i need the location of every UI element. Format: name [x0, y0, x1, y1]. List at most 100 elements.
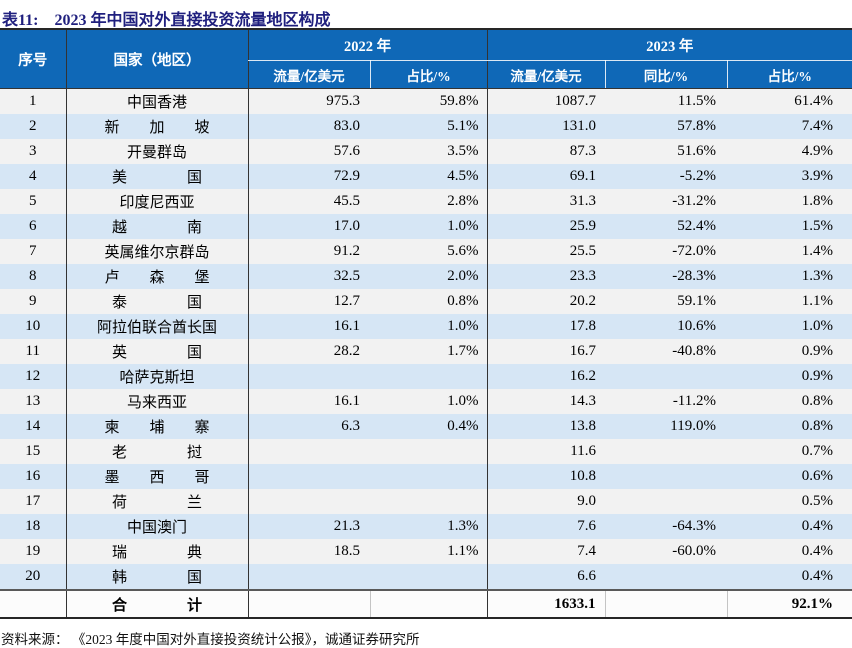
- cell-flow-2023: 16.7: [486, 339, 605, 364]
- cell-index: 8: [29, 268, 37, 284]
- table-row: 19 瑞 典 18.5 1.1% 7.4 -60.0% 0.4%: [0, 539, 852, 564]
- table-row: 20 韩 国 6.6 0.4%: [0, 564, 852, 590]
- cell-flow-2022: [247, 489, 370, 514]
- cell-country: 开曼群岛: [65, 139, 248, 164]
- cell-flow-2023: 69.1: [486, 164, 605, 189]
- cell-yoy-2023: -64.3%: [672, 518, 716, 534]
- total-index-cell: [0, 589, 66, 618]
- cell-index: 9: [29, 293, 37, 309]
- cell-country: 泰 国: [65, 289, 248, 314]
- cell-index: 3: [29, 143, 37, 159]
- cell-index: 4: [29, 168, 37, 184]
- cell-country: 马来西亚: [65, 389, 248, 414]
- cell-share-2022: 1.7%: [447, 343, 479, 359]
- cell-flow-2023: 23.3: [486, 264, 605, 289]
- cell-share-2023: 0.4%: [801, 543, 833, 559]
- cell-share-2022: 1.0%: [447, 218, 479, 234]
- total-flow-2022: [247, 589, 370, 618]
- cell-yoy-2023: -31.2%: [672, 193, 716, 209]
- cell-flow-2023: 16.2: [486, 364, 605, 389]
- cell-share-2022: 0.4%: [447, 418, 479, 434]
- cell-flow-2022: [247, 464, 370, 489]
- cell-country: 哈萨克斯坦: [65, 364, 248, 389]
- cell-share-2023: 0.8%: [801, 418, 833, 434]
- cell-flow-2023: 17.8: [486, 314, 605, 339]
- investment-table: 序号 国家（地区） 2022 年 2023 年 流量/亿美元 占比/% 流量/亿…: [0, 28, 852, 619]
- cell-flow-2022: 21.3: [247, 514, 370, 539]
- cell-flow-2023: 131.0: [486, 114, 605, 139]
- cell-share-2023: 1.0%: [801, 318, 833, 334]
- cell-yoy-2023: 52.4%: [677, 218, 716, 234]
- cell-share-2023: 0.7%: [801, 443, 833, 459]
- cell-index: 1: [29, 93, 37, 109]
- total-label: 合 计: [65, 589, 248, 618]
- cell-flow-2023: 9.0: [486, 489, 605, 514]
- cell-flow-2022: 6.3: [247, 414, 370, 439]
- cell-flow-2022: 83.0: [247, 114, 370, 139]
- cell-flow-2022: 45.5: [247, 189, 370, 214]
- cell-index: 18: [25, 518, 41, 534]
- cell-country: 韩 国: [65, 564, 248, 590]
- table-row: 17 荷 兰 9.0 0.5%: [0, 489, 852, 514]
- cell-yoy-2023: -40.8%: [672, 343, 716, 359]
- cell-share-2022: 1.0%: [447, 318, 479, 334]
- cell-share-2023: 0.9%: [801, 343, 833, 359]
- cell-flow-2023: 14.3: [486, 389, 605, 414]
- cell-flow-2022: 18.5: [247, 539, 370, 564]
- cell-share-2022: 0.8%: [447, 293, 479, 309]
- cell-share-2023: 7.4%: [801, 118, 833, 134]
- cell-flow-2023: 20.2: [486, 289, 605, 314]
- table-row: 2 新 加 坡 83.0 5.1% 131.0 57.8% 7.4%: [0, 114, 852, 139]
- cell-yoy-2023: [605, 489, 727, 514]
- table-row: 3 开曼群岛 57.6 3.5% 87.3 51.6% 4.9%: [0, 139, 852, 164]
- cell-share-2023: 0.6%: [801, 468, 833, 484]
- total-share-2023: 92.1%: [726, 589, 852, 618]
- cell-yoy-2023: [605, 364, 727, 389]
- header-group-2022: 2022 年: [247, 29, 487, 61]
- table-header: 序号 国家（地区） 2022 年 2023 年 流量/亿美元 占比/% 流量/亿…: [0, 29, 852, 89]
- total-yoy-2023: [604, 589, 727, 618]
- cell-flow-2023: 87.3: [486, 139, 605, 164]
- cell-flow-2023: 7.6: [486, 514, 605, 539]
- table-row: 10 阿拉伯联合酋长国 16.1 1.0% 17.8 10.6% 1.0%: [0, 314, 852, 339]
- table-row: 11 英 国 28.2 1.7% 16.7 -40.8% 0.9%: [0, 339, 852, 364]
- cell-yoy-2023: 10.6%: [677, 318, 716, 334]
- header-flow-2022: 流量/亿美元: [247, 60, 370, 89]
- cell-yoy-2023: -72.0%: [672, 243, 716, 259]
- header-group-2023: 2023 年: [486, 29, 852, 61]
- cell-share-2023: 1.4%: [801, 243, 833, 259]
- total-flow-2023: 1633.1: [486, 589, 605, 618]
- cell-index: 17: [25, 493, 41, 509]
- table-number-label: 表11:: [2, 12, 39, 29]
- table-caption: 2023 年中国对外直接投资流量地区构成: [54, 12, 331, 29]
- cell-share-2023: 1.5%: [801, 218, 833, 234]
- cell-flow-2023: 10.8: [486, 464, 605, 489]
- cell-share-2023: 61.4%: [794, 93, 833, 109]
- cell-yoy-2023: [605, 439, 727, 464]
- cell-yoy-2023: -28.3%: [672, 268, 716, 284]
- total-share-2022: [369, 589, 487, 618]
- cell-yoy-2023: [605, 564, 727, 590]
- cell-share-2022: [370, 464, 487, 489]
- cell-flow-2023: 25.9: [486, 214, 605, 239]
- cell-index: 13: [25, 393, 41, 409]
- cell-share-2022: [370, 439, 487, 464]
- cell-flow-2022: 28.2: [247, 339, 370, 364]
- cell-flow-2023: 13.8: [486, 414, 605, 439]
- cell-share-2022: [370, 489, 487, 514]
- cell-index: 11: [25, 343, 40, 359]
- cell-flow-2023: 6.6: [486, 564, 605, 590]
- cell-index: 15: [25, 443, 41, 459]
- page-title: 表11: 2023 年中国对外直接投资流量地区构成: [0, 0, 852, 29]
- cell-country: 卢 森 堡: [65, 264, 248, 289]
- cell-index: 20: [25, 568, 41, 584]
- cell-index: 5: [29, 193, 37, 209]
- table-body: 1 中国香港 975.3 59.8% 1087.7 11.5% 61.4% 2 新 加 坡 83.…: [0, 88, 852, 590]
- table-row: 4 美 国 72.9 4.5% 69.1 -5.2% 3.9%: [0, 164, 852, 189]
- cell-share-2023: 0.5%: [801, 493, 833, 509]
- cell-flow-2022: 975.3: [247, 88, 370, 114]
- cell-country: 柬 埔 寨: [65, 414, 248, 439]
- cell-country: 越 南: [65, 214, 248, 239]
- cell-share-2023: 1.1%: [801, 293, 833, 309]
